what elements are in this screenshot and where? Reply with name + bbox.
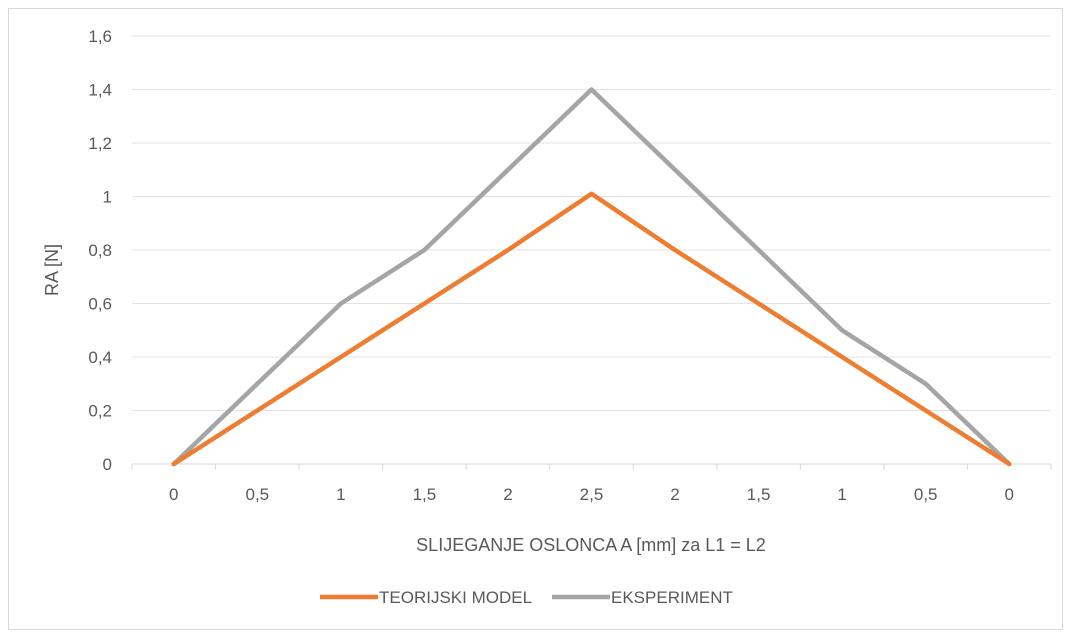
x-tick-label: 0 xyxy=(169,485,178,504)
series-line-eksperiment xyxy=(171,87,1012,467)
x-tick-label: 2,5 xyxy=(580,485,604,504)
chart-frame xyxy=(8,8,1063,630)
y-tick-label: 1,4 xyxy=(88,81,112,100)
y-tick-label: 0 xyxy=(103,455,112,474)
legend: TEORIJSKI MODEL EKSPERIMENT xyxy=(320,588,733,607)
x-tick-label: 1 xyxy=(336,485,345,504)
series-lines xyxy=(171,87,1012,467)
y-axis-ticks: 0 0,2 0,4 0,6 0,8 1 1,2 1,4 1,6 xyxy=(88,27,112,474)
x-tick-label: 0,5 xyxy=(245,485,269,504)
series-line-teorijski-model xyxy=(171,191,1012,467)
legend-label: TEORIJSKI MODEL xyxy=(379,588,532,607)
x-tick-label: 1,5 xyxy=(413,485,437,504)
y-tick-label: 1 xyxy=(103,188,112,207)
y-tick-label: 0,2 xyxy=(88,402,112,421)
y-tick-label: 0,8 xyxy=(88,241,112,260)
x-tick-label: 1 xyxy=(837,485,846,504)
x-tick-label: 1,5 xyxy=(747,485,771,504)
x-tick-label: 0 xyxy=(1004,485,1013,504)
x-tick-label: 2 xyxy=(503,485,512,504)
legend-label: EKSPERIMENT xyxy=(611,588,733,607)
x-axis-title: SLIJEGANJE OSLONCA A [mm] za L1 = L2 xyxy=(416,535,766,555)
y-tick-label: 0,4 xyxy=(88,348,112,367)
x-tick-label: 0,5 xyxy=(914,485,938,504)
y-tick-label: 1,6 xyxy=(88,27,112,46)
y-tick-label: 1,2 xyxy=(88,134,112,153)
x-tick-label: 2 xyxy=(670,485,679,504)
y-axis-title: RA [N] xyxy=(42,244,62,296)
y-tick-label: 0,6 xyxy=(88,295,112,314)
x-axis-ticks: 0 0,5 1 1,5 2 2,5 2 1,5 1 0,5 0 xyxy=(169,485,1014,504)
